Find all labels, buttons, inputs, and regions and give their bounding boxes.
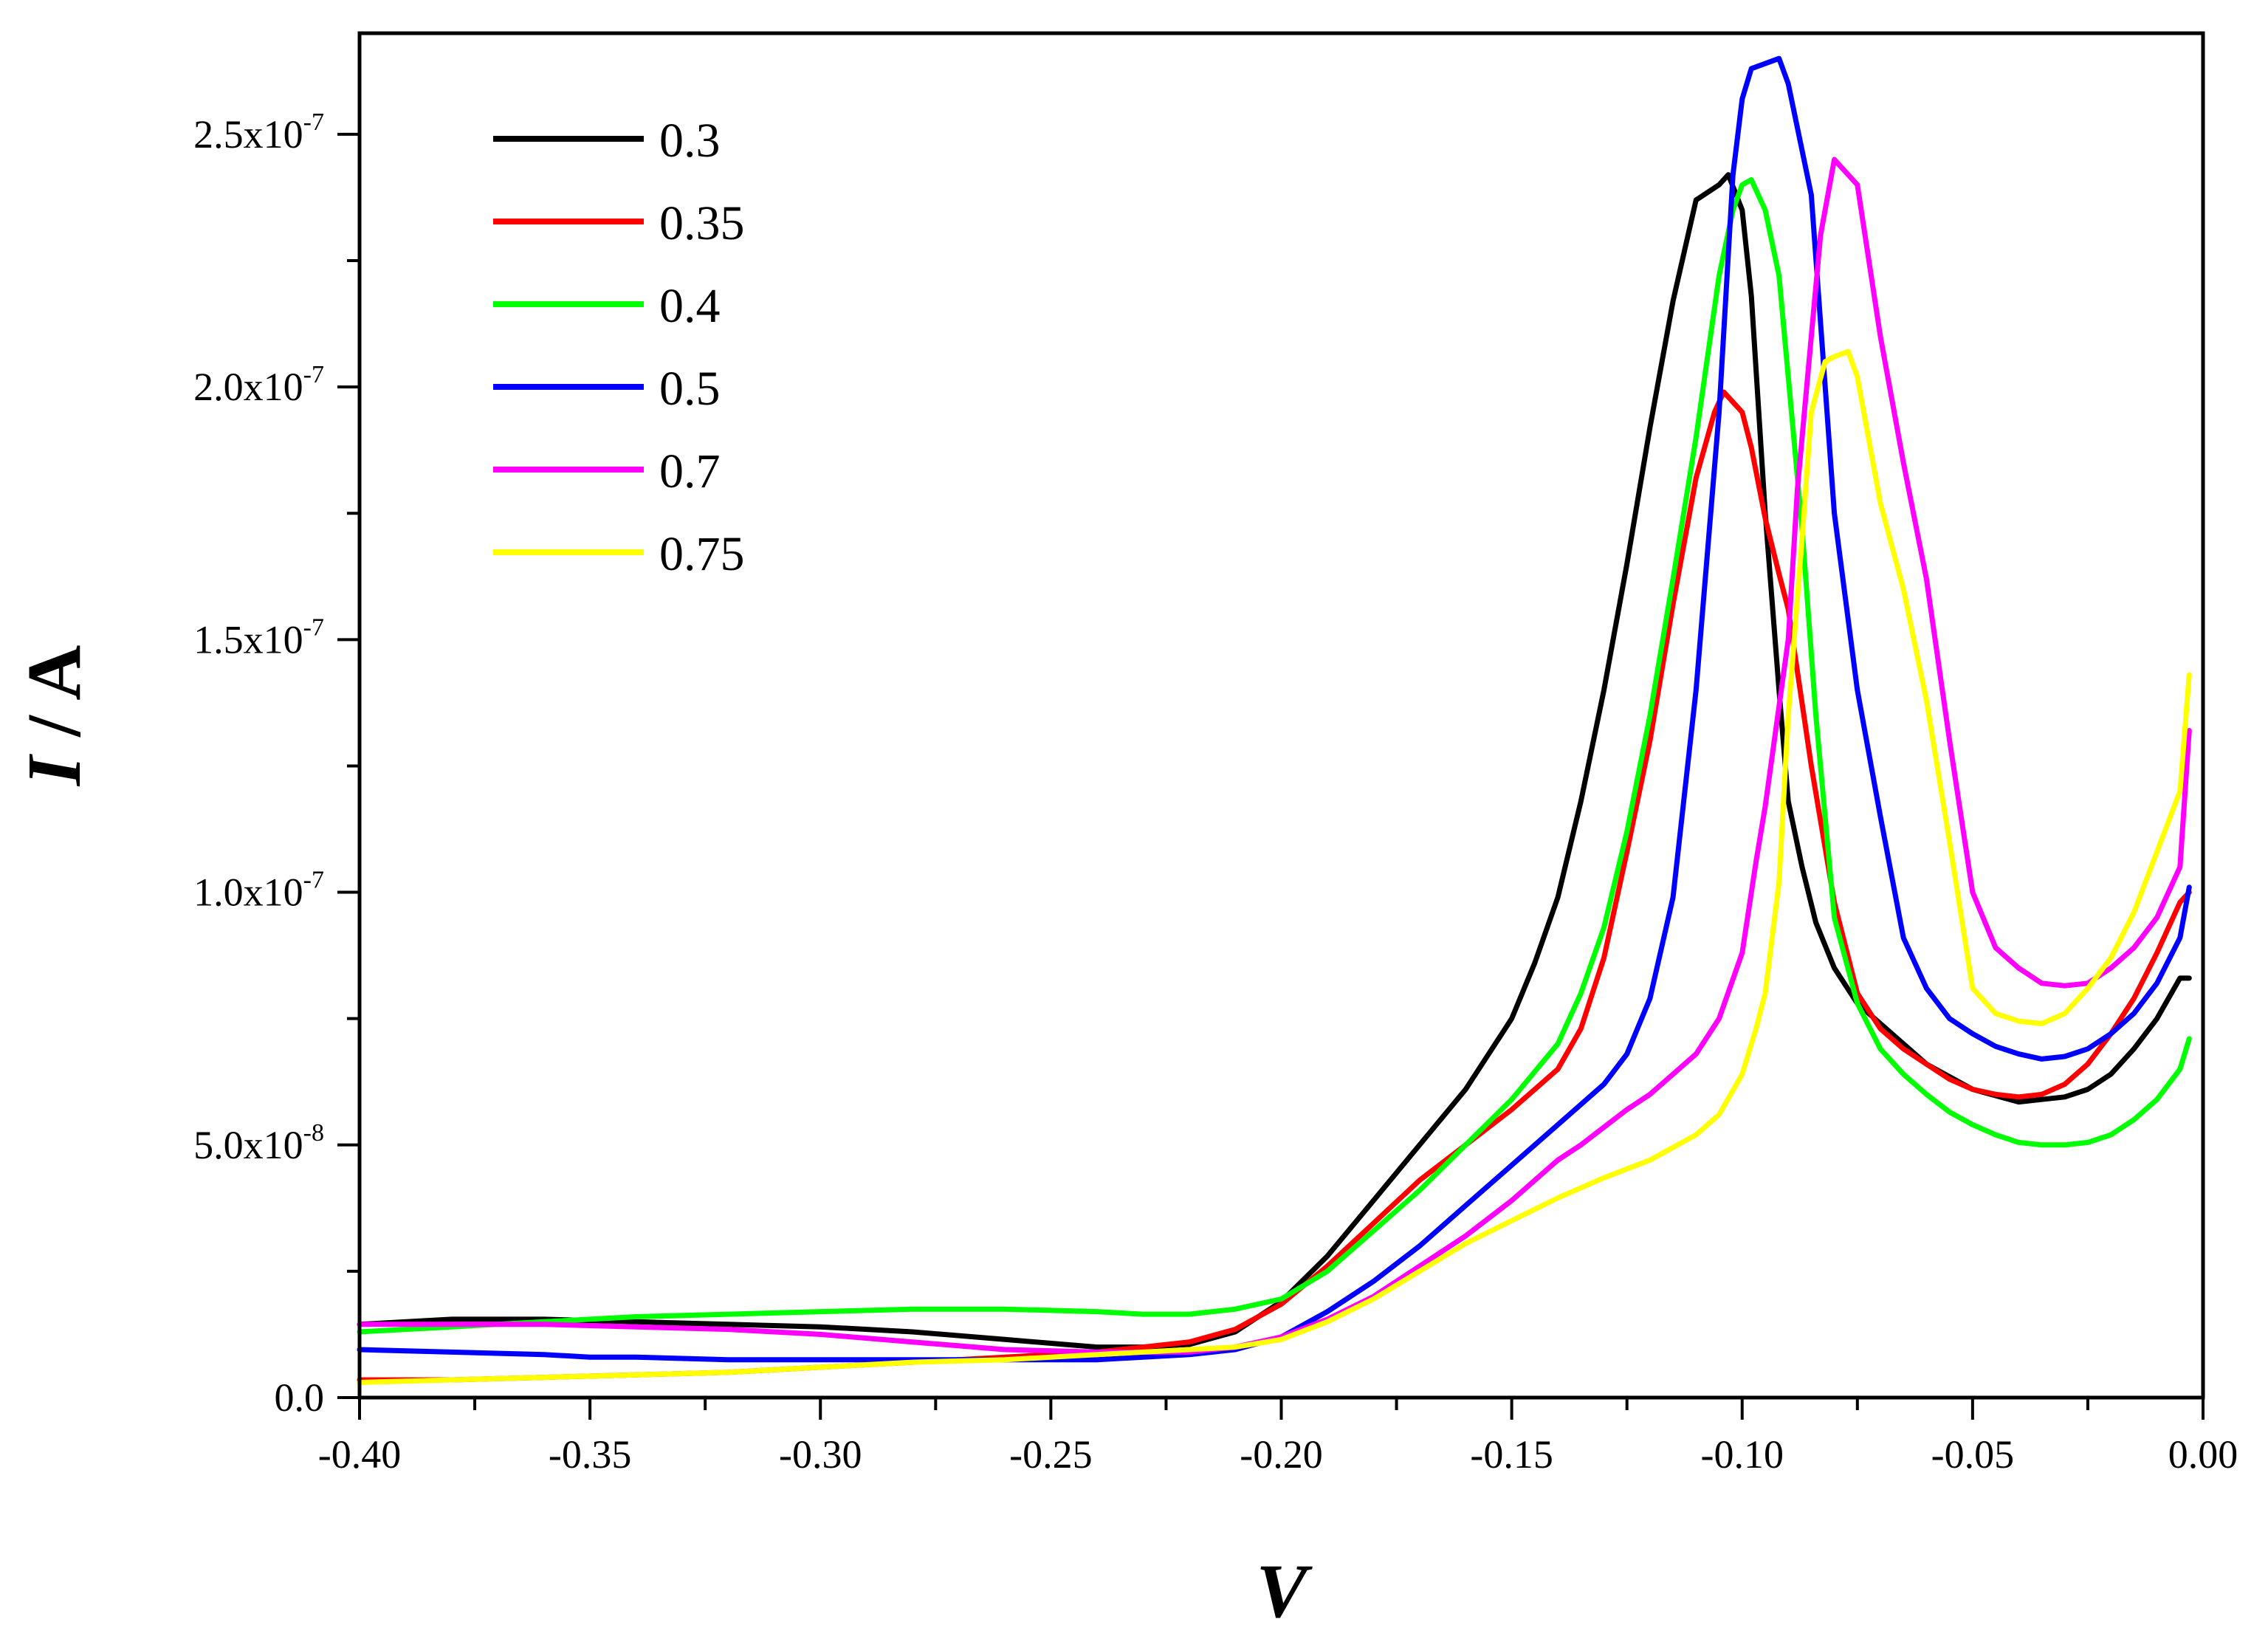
x-tick-label: -0.40 [318, 1432, 401, 1477]
y-tick-label-exponent: -7 [303, 867, 324, 894]
legend-label: 0.3 [659, 114, 721, 168]
x-tick-label: -0.20 [1240, 1432, 1322, 1477]
plot-frame [357, 31, 2205, 1400]
x-tick-label: -0.05 [1931, 1432, 2014, 1477]
series-line-0-4 [357, 177, 2192, 1335]
x-tick-label: -0.15 [1470, 1432, 1553, 1477]
y-tick-label: 2.0x10-7 [193, 361, 324, 409]
y-tick-label-base: 5.0x10 [193, 1123, 303, 1167]
y-tick-label: 0.0 [275, 1375, 325, 1420]
tick-labels: -0.40 -0.35 -0.30 -0.25 -0.20 -0.15 -0.10 -0.05… [193, 109, 2238, 1477]
y-tick-label-exponent: -7 [303, 614, 324, 641]
y-axis-title: I / A [12, 645, 97, 788]
x-tick-label: -0.10 [1701, 1432, 1784, 1477]
y-tick-label-base: 1.5x10 [193, 617, 303, 662]
y-tick-label: 2.5x10-7 [193, 109, 324, 157]
legend-label: 0.35 [659, 196, 745, 250]
y-tick-label-base: 1.0x10 [193, 870, 303, 915]
y-tick-label: 1.0x10-7 [193, 867, 324, 915]
y-tick-label-exponent: -7 [303, 361, 324, 388]
x-tick-label: -0.30 [779, 1432, 862, 1477]
y-axis-title-italic: I [12, 753, 97, 787]
y-tick-label-exponent: -7 [303, 109, 324, 136]
legend-label: 0.4 [659, 279, 721, 333]
legend-label: 0.5 [659, 362, 721, 416]
y-tick-label-base: 2.0x10 [193, 365, 303, 409]
legend: 0.3 0.35 0.4 0.5 0.7 0.75 [493, 114, 745, 581]
y-tick-label-base: 2.5x10 [193, 112, 303, 157]
x-axis-title: V [1256, 1549, 1313, 1634]
y-tick-label-base: 0.0 [275, 1375, 325, 1420]
series-layer [357, 55, 2192, 1385]
series-line-0-3 [357, 172, 2192, 1350]
y-tick-label-exponent: -8 [303, 1119, 324, 1147]
y-tick-label: 1.5x10-7 [193, 614, 324, 662]
legend-label: 0.7 [659, 444, 721, 498]
x-tick-label: -0.35 [549, 1432, 631, 1477]
x-tick-label: -0.25 [1009, 1432, 1092, 1477]
y-tick-label: 5.0x10-8 [193, 1119, 324, 1167]
series-line-0-75 [357, 348, 2192, 1385]
legend-label: 0.75 [659, 527, 745, 581]
y-axis-title-rest: / A [12, 645, 97, 756]
axis-ticks [337, 132, 2205, 1420]
x-tick-label: 0.00 [2168, 1432, 2238, 1477]
